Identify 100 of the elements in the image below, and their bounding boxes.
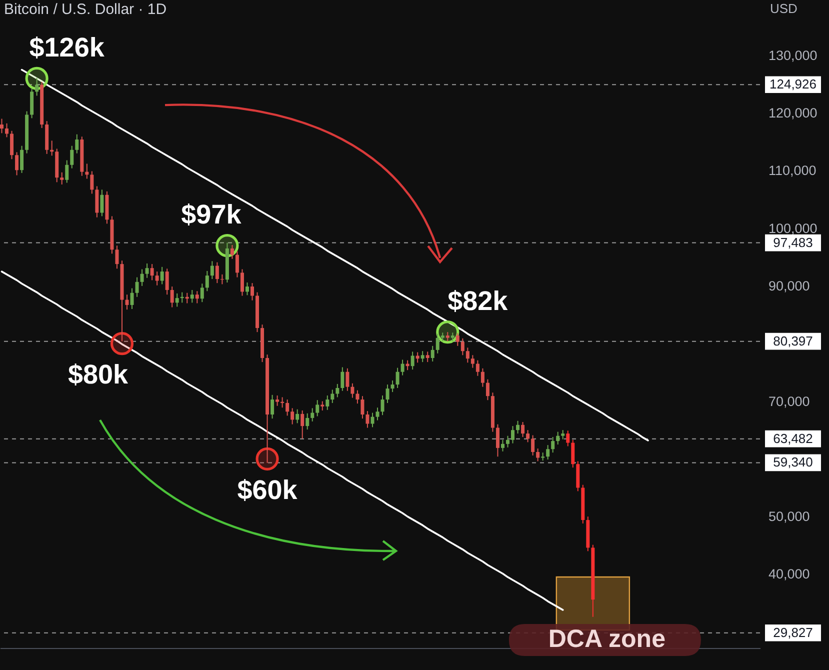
candlestick	[320, 400, 324, 411]
y-tick-label: 120,000	[768, 105, 818, 120]
candlestick	[556, 431, 560, 445]
candlestick	[511, 426, 515, 444]
point	[110, 332, 134, 356]
candlestick	[65, 160, 69, 184]
data-label: $60k	[237, 474, 298, 505]
data-label: $97k	[181, 200, 242, 230]
candlestick	[336, 383, 340, 398]
candlestick	[470, 354, 474, 368]
candlestick	[436, 333, 440, 354]
data-label: $80k	[68, 360, 129, 390]
candlestick	[290, 408, 294, 425]
candlestick	[430, 345, 434, 362]
candlestick	[410, 351, 414, 370]
candlestick	[150, 264, 154, 281]
candlestick	[516, 420, 520, 434]
candlestick	[30, 88, 34, 119]
candlestick	[286, 399, 290, 416]
ref-line-label: 124,926	[770, 76, 816, 92]
y-tick-label: 130,000	[768, 48, 818, 63]
candlestick	[195, 290, 199, 304]
candlestick	[95, 186, 99, 218]
candlestick	[190, 289, 194, 304]
candlestick	[456, 332, 460, 346]
ref-line-label: 80,397	[773, 333, 813, 348]
candlestick	[316, 400, 320, 417]
candlestick	[500, 439, 504, 452]
candlestick	[476, 360, 480, 376]
candlestick	[250, 282, 254, 301]
candlestick	[536, 448, 540, 462]
candlestick	[356, 390, 360, 404]
candlestick	[571, 439, 575, 468]
candlestick	[486, 378, 490, 401]
candlestick	[420, 350, 424, 363]
candlestick	[60, 172, 64, 185]
candlestick	[390, 380, 394, 393]
candlestick	[145, 262, 149, 278]
candlestick	[551, 436, 555, 454]
candlestick	[366, 410, 370, 428]
candlestick	[561, 430, 565, 440]
candlestick	[100, 189, 104, 217]
candlestick	[215, 262, 219, 284]
candlestick	[135, 276, 139, 298]
candlestick	[125, 294, 129, 310]
candlestick	[5, 122, 9, 138]
data-label: $126k	[29, 32, 106, 62]
candlestick	[460, 338, 464, 356]
candlestick	[360, 396, 364, 420]
candlestick	[531, 434, 535, 456]
candlestick	[521, 422, 525, 438]
candlestick	[350, 382, 354, 398]
candlestick	[526, 430, 530, 443]
candlestick	[480, 368, 484, 388]
candlestick	[386, 384, 390, 404]
candlestick	[210, 260, 214, 280]
candlestick	[466, 347, 470, 364]
candlestick	[376, 407, 380, 421]
annotation: DCA zone	[548, 625, 666, 653]
candlestick	[276, 394, 280, 406]
candlestick	[15, 152, 19, 176]
candlestick	[70, 145, 74, 169]
candlestick	[240, 268, 244, 296]
candlestick	[160, 266, 164, 285]
candlestick	[0, 118, 4, 134]
ref-line-label: 29,827	[773, 624, 813, 640]
candlestick	[200, 283, 204, 303]
candlestick	[115, 245, 119, 270]
candlestick	[346, 368, 350, 392]
candlestick	[90, 170, 94, 194]
candlestick	[270, 394, 274, 420]
candlestick	[300, 410, 304, 440]
ref-line-label: 63,482	[773, 430, 813, 446]
candlestick	[10, 130, 14, 160]
candlestick	[446, 332, 450, 342]
candlestick	[245, 282, 249, 296]
candlestick	[546, 444, 550, 460]
point	[256, 447, 279, 470]
y-tick-label: 50,000	[768, 509, 810, 524]
candlestick	[165, 268, 169, 296]
candlestick	[426, 351, 430, 363]
candlestick	[35, 77, 39, 96]
candlestick	[75, 134, 79, 154]
candlestick	[205, 270, 209, 292]
data-label: $82k	[448, 286, 509, 316]
y-tick-label: 40,000	[768, 566, 810, 582]
y-axis-title: USD	[770, 1, 798, 16]
candlestick	[296, 408, 300, 424]
y-tick-label: 110,000	[768, 163, 816, 178]
candlestick	[230, 244, 234, 260]
candlestick	[155, 271, 159, 286]
candlestick	[566, 430, 570, 447]
candlestick	[496, 424, 500, 458]
candlestick	[20, 145, 24, 174]
candlestick	[306, 412, 310, 430]
candlestick	[326, 394, 330, 410]
candlestick	[396, 367, 400, 388]
candlestick	[330, 389, 334, 404]
y-tick-label: 70,000	[768, 394, 810, 409]
candlestick	[130, 288, 134, 310]
